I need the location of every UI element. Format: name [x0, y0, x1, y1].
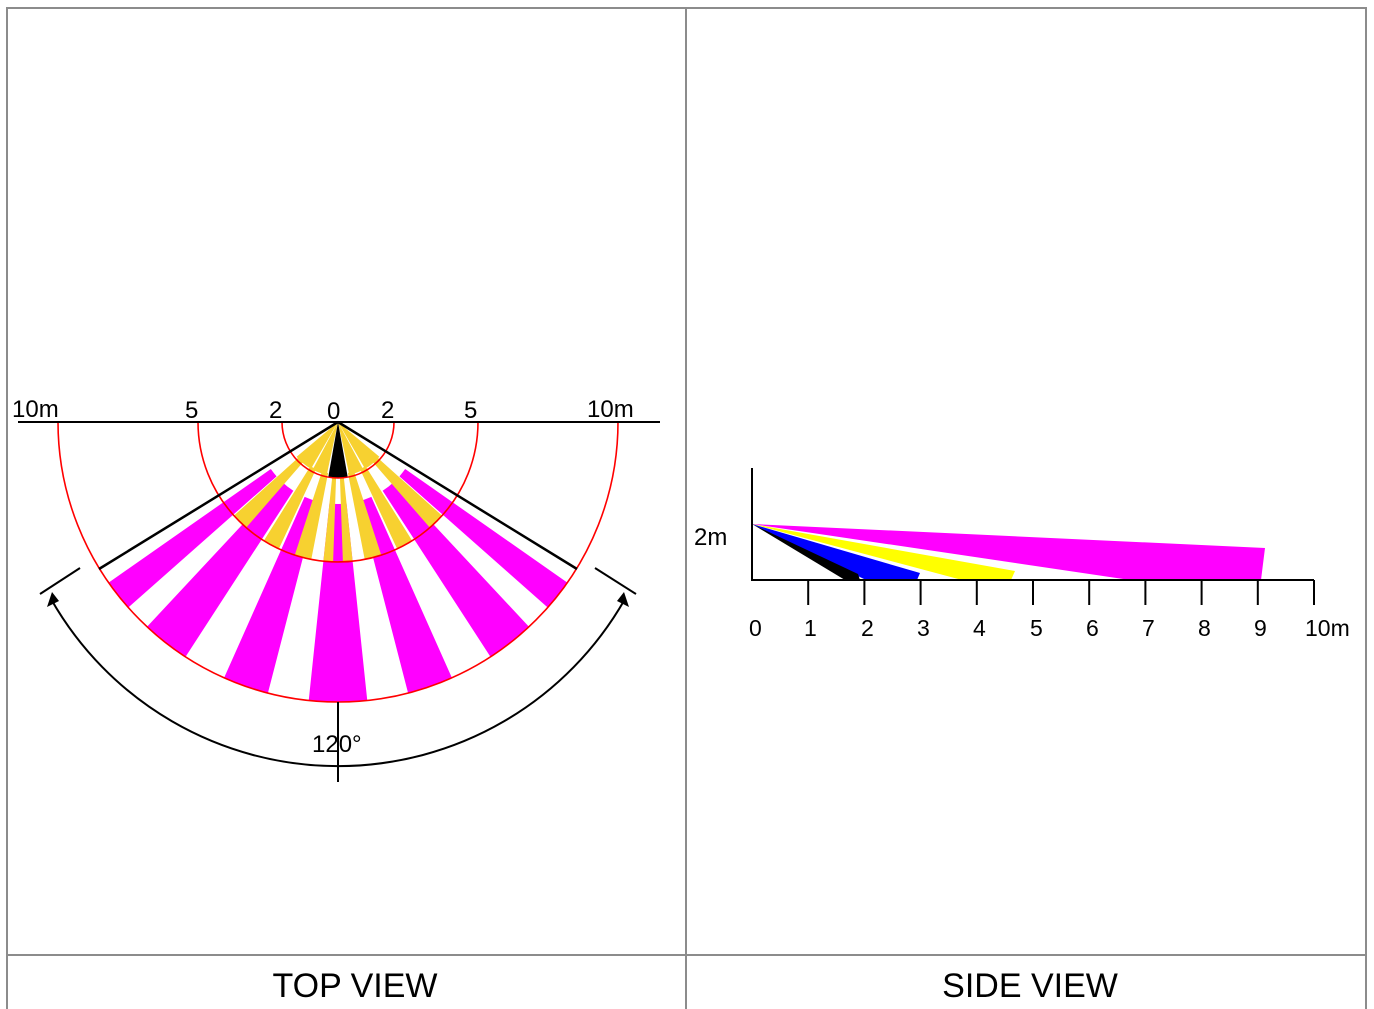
detection-fan [108, 422, 568, 702]
middle-beam-5 [339, 473, 353, 562]
scale-label-left-5: 5 [185, 397, 198, 424]
x-tick-label-5: 5 [1030, 615, 1043, 641]
range-arc-2m [281, 421, 395, 479]
scale-label-zero: 0 [327, 398, 340, 425]
outer-beam-3 [224, 496, 318, 694]
x-tick-label-3: 3 [917, 615, 930, 641]
inner-beam-3 [338, 422, 364, 475]
beam-closest [752, 524, 860, 580]
scale-label-left-2: 2 [269, 397, 282, 424]
top-view-caption: TOP VIEW [272, 967, 437, 1005]
outer-beam-5 [358, 496, 452, 694]
angle-label: 120° [312, 731, 362, 758]
x-tick-label-1: 1 [804, 615, 817, 641]
beam-far [752, 524, 1265, 580]
x-tick-label-10m: 10m [1305, 615, 1350, 641]
x-tick-label-0: 0 [749, 615, 762, 641]
side-view-caption: SIDE VIEW [942, 967, 1118, 1005]
fan-left-boundary [98, 420, 339, 571]
x-tick-label-4: 4 [973, 615, 986, 641]
top-view-diagram: 10m 5 2 0 2 5 10m 120° TOP VIEW [12, 396, 660, 1005]
scale-label-right-10m: 10m [587, 396, 634, 423]
range-arc-5m [197, 421, 479, 563]
middle-beam-1 [233, 456, 304, 528]
height-label: 2m [694, 524, 727, 551]
x-tick-label-2: 2 [861, 615, 874, 641]
arrow-left-icon [47, 592, 59, 607]
middle-beam-8 [372, 456, 443, 528]
x-tick-label-7: 7 [1142, 615, 1155, 641]
scale-label-right-2: 2 [381, 397, 394, 424]
middle-beam-2 [263, 466, 317, 549]
outer-beam-1 [108, 469, 277, 608]
outer-beam-7 [399, 469, 568, 608]
side-view-diagram: 2m 0 1 2 3 4 5 6 7 8 9 10m SIDE VIEW [694, 468, 1350, 1005]
outer-beam-6 [382, 481, 529, 657]
arrow-right-icon [617, 592, 629, 607]
x-tick-label-6: 6 [1086, 615, 1099, 641]
middle-beam-6 [347, 471, 382, 560]
side-axis-ticks [807, 580, 1315, 605]
outer-beam-4 [308, 503, 368, 702]
middle-beam-3 [294, 471, 329, 560]
inner-beam-1 [296, 422, 338, 469]
outer-beam-2 [147, 481, 294, 657]
middle-beam-7 [359, 466, 413, 549]
fan-right-boundary [337, 420, 578, 571]
x-tick-label-8: 8 [1198, 615, 1211, 641]
middle-beam-4 [323, 473, 337, 562]
center-wedge [328, 422, 348, 478]
x-tick-label-9: 9 [1254, 615, 1267, 641]
inner-beam-2 [312, 422, 338, 475]
beam-near [752, 524, 920, 580]
panel-frame [6, 7, 1367, 1009]
angle-extension-right [594, 567, 637, 595]
inner-beam-4 [338, 422, 380, 469]
angle-extension-left [39, 567, 81, 595]
scale-label-left-10m: 10m [12, 396, 59, 423]
scale-label-right-5: 5 [464, 397, 477, 424]
beam-mid [752, 524, 1015, 580]
